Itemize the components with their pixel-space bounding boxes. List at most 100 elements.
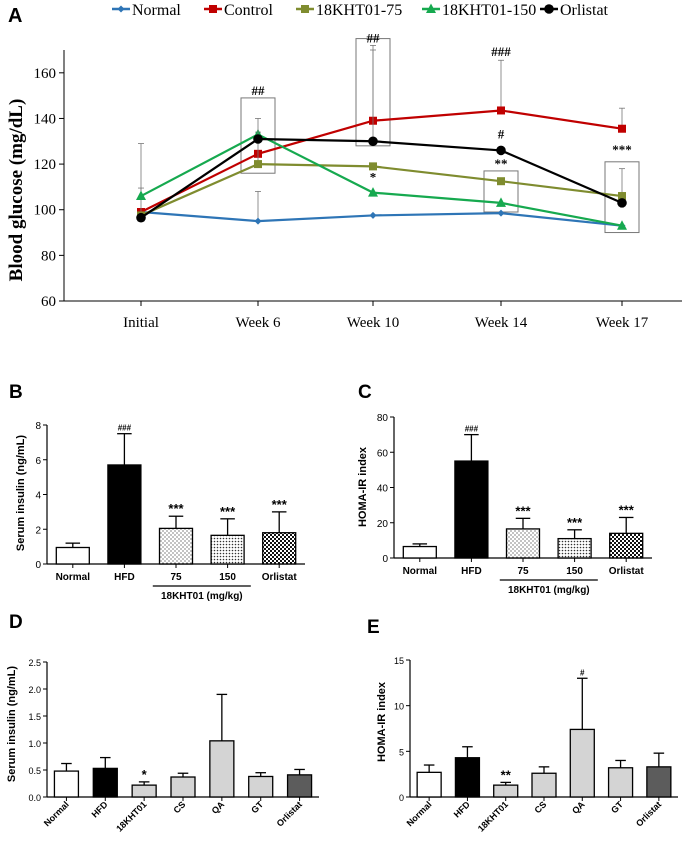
bar-gt bbox=[248, 775, 274, 798]
bar-orlistat bbox=[646, 766, 672, 798]
significance-mark: ## bbox=[252, 83, 266, 98]
x-tick-label: Week 17 bbox=[596, 315, 649, 331]
panel-d-letter: D bbox=[9, 612, 23, 633]
panel-d-bar-chart: 0.0 0.5 1.0 1.5 2.0 2.5 Normal HFD * 18KHT01 CS QA G… bbox=[28, 658, 319, 834]
x-tick-label: HFD bbox=[452, 799, 473, 820]
group-label: 18KHT01 (mg/kg) bbox=[508, 585, 590, 596]
x-tick-label: Orlistat bbox=[275, 799, 304, 828]
panel-b-letter: B bbox=[9, 382, 23, 403]
bar-18kht01 bbox=[131, 784, 157, 798]
panel-e-letter: E bbox=[367, 617, 380, 638]
y-tick-label: 1.0 bbox=[28, 739, 41, 749]
bar-qa bbox=[569, 728, 595, 798]
y-tick-label: 20 bbox=[377, 519, 389, 530]
data-point-orlistat bbox=[253, 134, 263, 144]
data-point-18kht01-150 bbox=[496, 197, 506, 207]
x-tick-label: HFD bbox=[114, 572, 135, 583]
data-point-18kht01-150 bbox=[617, 220, 627, 230]
panel-c-bar-chart: 0 20 40 60 80 Normal ### HFD *** 75 *** 150 *** Orlis… bbox=[377, 413, 652, 596]
bar-hfd bbox=[454, 757, 481, 798]
data-point-18kht01-75 bbox=[254, 160, 262, 169]
data-point-normal bbox=[254, 217, 262, 225]
x-tick-label: Normal bbox=[405, 799, 434, 828]
data-point-18kht01-75 bbox=[618, 192, 626, 201]
panel-d-ylabel: Serum insulin (ng/mL) bbox=[6, 666, 18, 782]
legend-label-orlistat: Orlistat bbox=[560, 2, 609, 19]
data-point-orlistat bbox=[496, 145, 506, 156]
x-tick-label: 150 bbox=[219, 572, 236, 583]
y-tick-label: 2.5 bbox=[28, 658, 41, 668]
bar-hfd bbox=[107, 464, 142, 565]
bar-qa bbox=[209, 740, 235, 798]
y-tick-label: 120 bbox=[34, 157, 57, 173]
data-point-normal bbox=[369, 211, 377, 219]
x-tick-label: CS bbox=[171, 799, 187, 815]
significance-mark: *** bbox=[168, 501, 184, 516]
significance-box bbox=[240, 97, 276, 174]
bar-hfd bbox=[92, 767, 118, 798]
significance-mark: *** bbox=[567, 515, 583, 530]
y-tick-label: 0.5 bbox=[28, 766, 41, 776]
bar-gt bbox=[607, 767, 634, 798]
y-tick-label: 0 bbox=[399, 793, 404, 803]
bar-75 bbox=[505, 528, 541, 559]
significance-mark: *** bbox=[220, 504, 236, 519]
legend-marker-control bbox=[209, 5, 217, 13]
x-tick-label: 150 bbox=[566, 566, 583, 577]
y-tick-label: 40 bbox=[377, 484, 389, 495]
bar-150 bbox=[210, 534, 245, 565]
x-tick-label: Week 6 bbox=[235, 315, 281, 331]
significance-mark: *** bbox=[619, 502, 635, 517]
y-tick-label: 2.0 bbox=[28, 685, 41, 695]
panel-a-line-chart: 60 80 100 120 140 160 Initial Week 6 Week 10 Week… bbox=[34, 30, 682, 331]
y-tick-label: 100 bbox=[34, 203, 57, 219]
bar-normal bbox=[416, 771, 442, 798]
legend-marker-18kht01-150 bbox=[426, 3, 436, 13]
legend-label-control: Control bbox=[224, 2, 273, 19]
data-point-orlistat bbox=[617, 198, 627, 208]
significance-mark: *** bbox=[515, 503, 531, 518]
series-line-18kht01-150 bbox=[140, 133, 623, 227]
y-tick-label: 10 bbox=[394, 702, 404, 712]
legend-label-18kht01-150: 18KHT01-150 bbox=[442, 2, 536, 19]
y-tick-label: 0 bbox=[35, 560, 41, 571]
significance-mark: # bbox=[498, 126, 505, 141]
x-tick-label: Initial bbox=[123, 315, 159, 331]
bar-hfd bbox=[454, 460, 489, 559]
x-tick-label: Normal bbox=[56, 572, 91, 583]
legend-label-18kht01-75: 18KHT01-75 bbox=[316, 2, 402, 19]
bar-orlistat bbox=[262, 532, 297, 565]
y-tick-label: 1.5 bbox=[28, 712, 41, 722]
x-tick-label: Week 10 bbox=[347, 315, 400, 331]
x-tick-label: HFD bbox=[90, 799, 111, 820]
y-tick-label: 6 bbox=[35, 456, 41, 467]
group-label: 18KHT01 (mg/kg) bbox=[161, 591, 243, 602]
panel-e-bar-chart: 0 5 10 15 Normal HFD ** 18KHT01 CS # QA GT Orlistat bbox=[394, 656, 678, 834]
panel-a-ylabel: Blood glucose (mg/dL) bbox=[6, 99, 27, 282]
panel-b-bar-chart: 0 2 4 6 8 Normal ### HFD *** 75 *** 150 *** Orlistat 1… bbox=[35, 421, 305, 602]
bar-cs bbox=[531, 772, 557, 798]
x-tick-label: Week 14 bbox=[475, 315, 528, 331]
significance-mark: ## bbox=[367, 30, 381, 45]
data-point-control bbox=[618, 124, 626, 133]
x-tick-label: Orlistat bbox=[634, 799, 663, 828]
bar-75 bbox=[158, 527, 194, 565]
data-point-18kht01-150 bbox=[368, 187, 378, 197]
significance-mark: ### bbox=[118, 424, 132, 433]
significance-mark: ### bbox=[465, 425, 479, 434]
x-tick-label: QA bbox=[570, 799, 587, 816]
x-tick-label: QA bbox=[210, 799, 227, 816]
panel-c-ylabel: HOMA-IR index bbox=[357, 446, 369, 527]
y-tick-label: 4 bbox=[35, 491, 41, 502]
y-tick-label: 0.0 bbox=[28, 793, 41, 803]
data-point-18kht01-150 bbox=[136, 190, 146, 201]
significance-mark: * bbox=[142, 767, 148, 782]
x-tick-label: Normal bbox=[42, 799, 71, 828]
significance-box bbox=[604, 161, 640, 234]
bar-normal bbox=[55, 546, 90, 565]
data-point-normal bbox=[497, 209, 505, 217]
series-line-normal bbox=[140, 210, 623, 227]
y-tick-label: 140 bbox=[34, 111, 57, 127]
x-tick-label: 18KHT01 bbox=[114, 799, 148, 833]
